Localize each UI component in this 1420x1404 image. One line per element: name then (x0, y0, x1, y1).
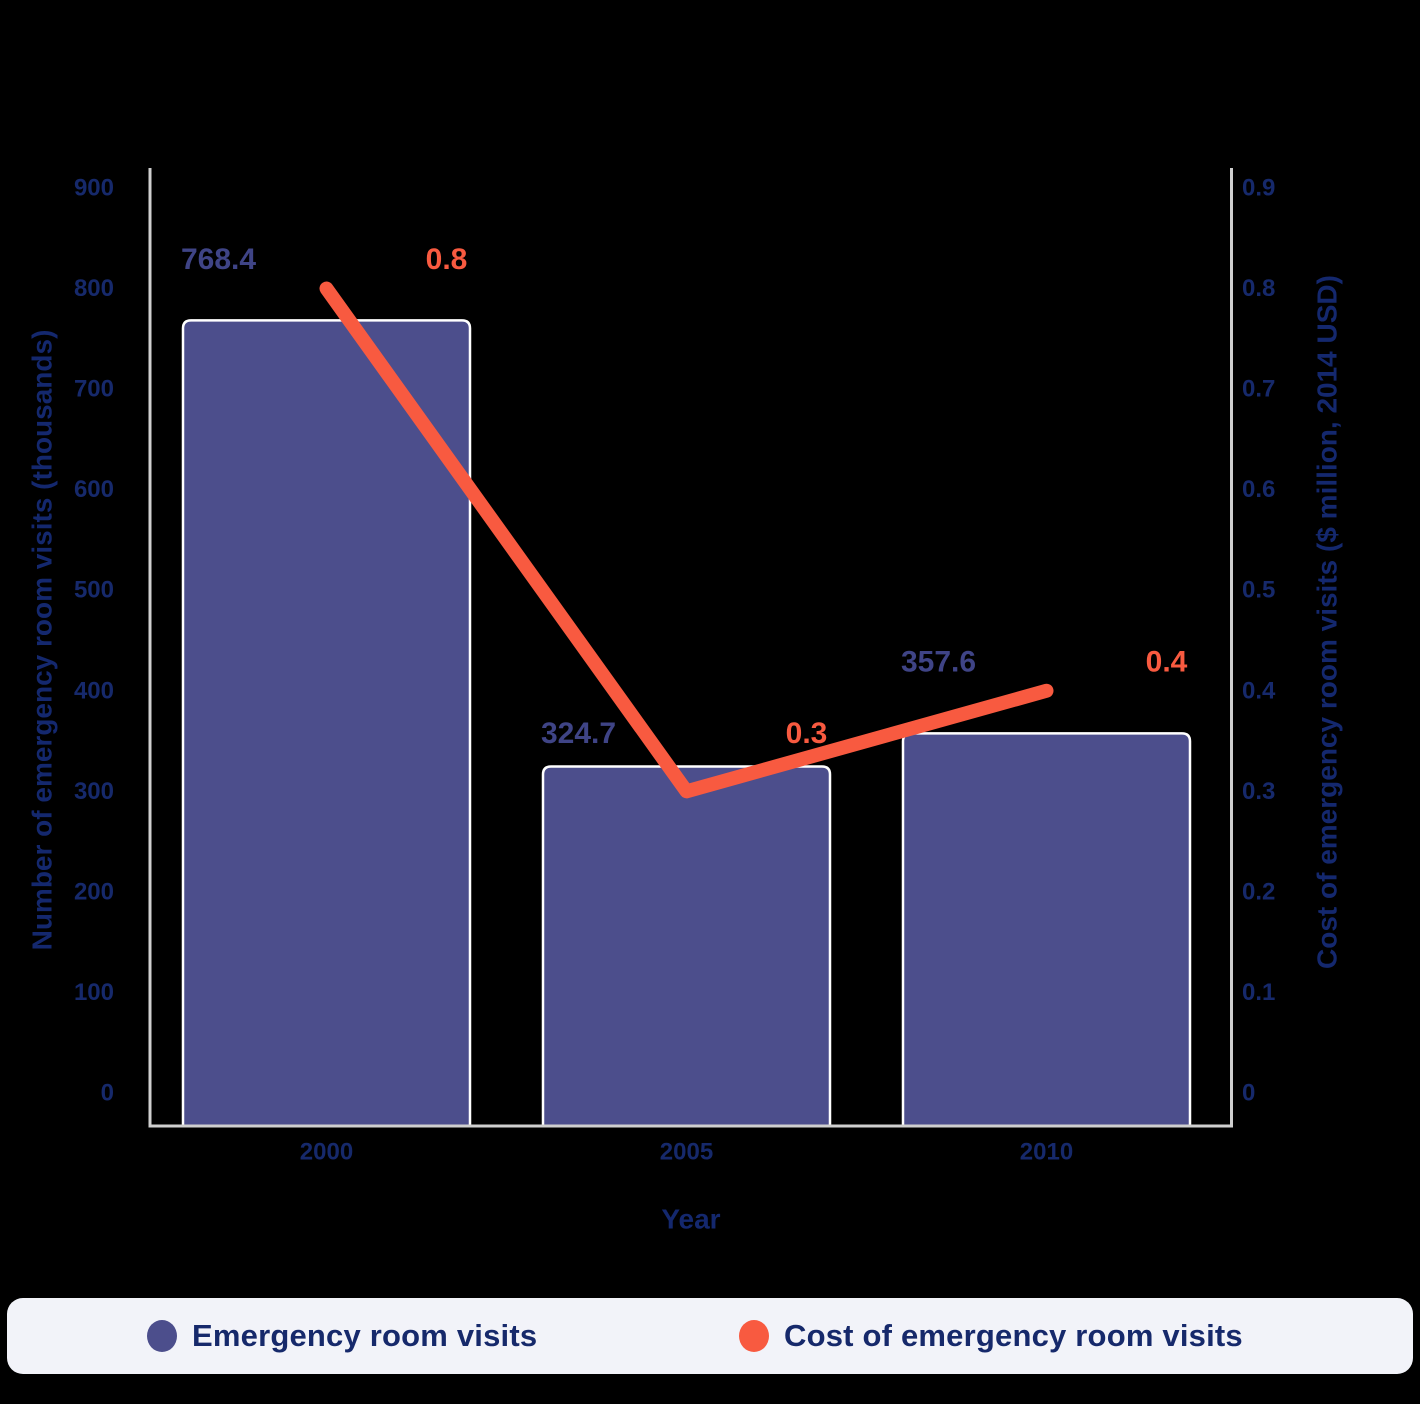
right-axis-tick-0.7: 0.7 (1242, 376, 1275, 403)
right-axis-tick-0.8: 0.8 (1242, 275, 1275, 302)
left-axis-tick-300: 300 (74, 778, 114, 805)
left-axis-title: Number of emergency room visits (thousan… (27, 330, 58, 951)
bar-2010[interactable] (901, 732, 1192, 1128)
x-axis-tick-2000: 2000 (300, 1139, 353, 1166)
line-value-label-2000: 0.8 (426, 243, 468, 276)
right-axis-tick-0.4: 0.4 (1242, 677, 1276, 704)
legend-label-line-series: Cost of emergency room visits (784, 1318, 1243, 1353)
legend-box: Emergency room visits Cost of emergency … (7, 1298, 1413, 1374)
bar-2000[interactable] (181, 319, 472, 1128)
left-axis-tick-400: 400 (74, 677, 114, 704)
legend-item-cost-of-emergency-room-visits[interactable]: Cost of emergency room visits (739, 1298, 1243, 1374)
left-axis-tick-500: 500 (74, 577, 114, 604)
left-axis-tick-700: 700 (74, 376, 114, 403)
left-axis-tick-0: 0 (101, 1080, 114, 1107)
left-axis-tick-100: 100 (74, 979, 114, 1006)
line-value-label-2010: 0.4 (1146, 645, 1188, 678)
cost-line-series[interactable] (319, 281, 1054, 799)
bar-value-label-2005: 324.7 (541, 717, 616, 750)
left-axis-tick-900: 900 (74, 175, 114, 202)
legend-label-bar-series: Emergency room visits (192, 1318, 538, 1353)
x-axis-tick-2010: 2010 (1020, 1139, 1073, 1166)
x-axis-tick-2005: 2005 (660, 1139, 713, 1166)
legend-dot-line-series (739, 1320, 769, 1352)
right-axis-tick-0.2: 0.2 (1242, 878, 1275, 905)
right-axis-tick-0.9: 0.9 (1242, 175, 1275, 202)
x-axis-title: Year (661, 1204, 720, 1235)
right-axis-tick-0.5: 0.5 (1242, 577, 1275, 604)
right-axis-tick-0.1: 0.1 (1242, 979, 1275, 1006)
left-axis-tick-200: 200 (74, 878, 114, 905)
bar-value-label-2010: 357.6 (901, 645, 976, 678)
bar-value-label-2000: 768.4 (181, 243, 256, 276)
legend-item-emergency-room-visits[interactable]: Emergency room visits (147, 1298, 537, 1374)
right-axis-tick-0.3: 0.3 (1242, 778, 1275, 805)
left-axis-tick-800: 800 (74, 275, 114, 302)
right-axis-tick-0: 0 (1242, 1080, 1255, 1107)
left-axis-tick-600: 600 (74, 476, 114, 503)
legend-dot-bar-series (147, 1320, 177, 1352)
right-axis-tick-0.6: 0.6 (1242, 476, 1275, 503)
right-axis-title: Cost of emergency room visits ($ million… (1312, 275, 1343, 969)
bar-2005[interactable] (541, 765, 832, 1128)
line-value-label-2005: 0.3 (786, 717, 828, 750)
